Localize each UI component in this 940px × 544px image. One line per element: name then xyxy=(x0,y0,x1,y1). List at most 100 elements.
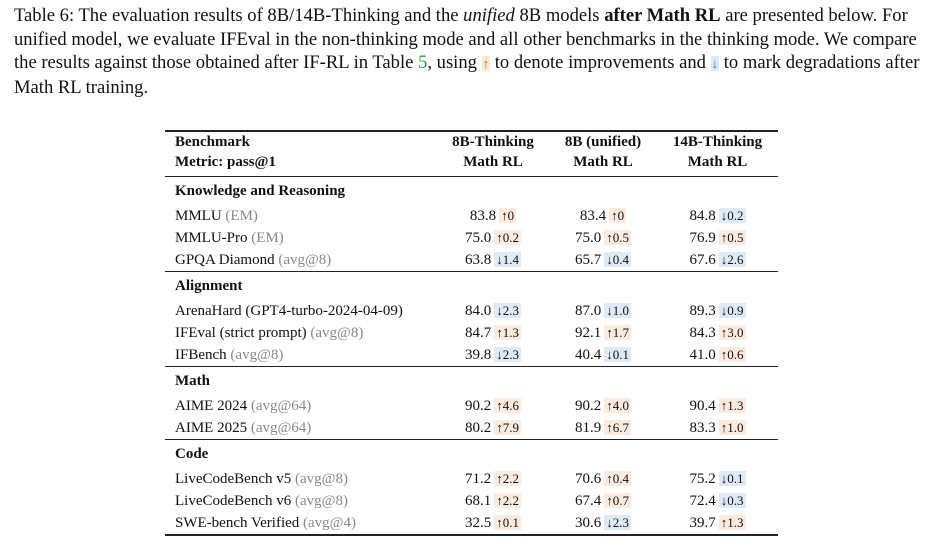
delta: ↑1.3 xyxy=(494,325,521,340)
value-cell: 75.0 ↑0.2 xyxy=(437,227,549,249)
benchmark-name: LiveCodeBench v5 xyxy=(175,470,292,487)
score: 67.6 xyxy=(689,252,716,268)
value-cell: 84.3 ↑3.0 xyxy=(657,322,778,344)
value-cell: 80.2 ↑7.9 xyxy=(437,417,549,440)
score: 89.3 xyxy=(689,303,716,319)
header-cell: Math RL xyxy=(687,154,748,170)
benchmark-name: SWE-bench Verified xyxy=(175,514,300,531)
score: 84.8 xyxy=(689,208,716,224)
delta: ↑1.3 xyxy=(718,515,746,530)
value-cell: 40.4 ↓0.1 xyxy=(549,344,657,367)
metric: (avg@8) xyxy=(278,251,332,268)
delta: ↓0.4 xyxy=(604,252,631,267)
score: 90.2 xyxy=(465,398,492,414)
caption-text: , using xyxy=(427,52,482,73)
header-cell: 8B-Thinking xyxy=(437,130,549,152)
value-cell: 76.9 ↑0.5 xyxy=(657,227,778,249)
score: 40.4 xyxy=(575,347,602,363)
score: 75.0 xyxy=(465,230,492,246)
value-cell: 63.8 ↓1.4 xyxy=(437,249,549,272)
benchmark-name: AIME 2025 xyxy=(175,419,248,436)
data-row: MMLU (EM) 83.8 ↑0 83.4 ↑0 84.8 ↓0.2 xyxy=(165,205,778,227)
data-row: LiveCodeBench v5 (avg@8) 71.2 ↑2.2 70.6 ↑0.4… xyxy=(165,468,778,490)
benchmark-name: IFEval (strict prompt) xyxy=(175,324,307,341)
benchmark-cell: SWE-bench Verified (avg@4) xyxy=(165,512,437,536)
value-cell: 75.0 ↑0.5 xyxy=(549,227,657,249)
score: 75.0 xyxy=(575,230,602,246)
value-cell: 90.4 ↑1.3 xyxy=(657,395,778,417)
score: 75.2 xyxy=(689,471,716,487)
score: 67.4 xyxy=(575,493,602,509)
score: 39.7 xyxy=(689,515,716,531)
header-cell: Math RL xyxy=(573,154,633,170)
value-cell: 30.6 ↓2.3 xyxy=(549,512,657,536)
value-cell: 84.7 ↑1.3 xyxy=(437,322,549,344)
delta: ↑0.7 xyxy=(604,493,631,508)
metric: (EM) xyxy=(225,207,258,224)
score: 32.5 xyxy=(465,515,492,531)
score: 84.0 xyxy=(465,303,492,319)
data-row: GPQA Diamond (avg@8) 63.8 ↓1.4 65.7 ↓0.4 67.6… xyxy=(165,249,778,272)
benchmark-name: ArenaHard (GPT4-turbo-2024-04-09) xyxy=(175,302,403,319)
value-cell: 39.8 ↓2.3 xyxy=(437,344,549,367)
results-table: Benchmark 8B-Thinking 8B (unified) 14B-Thin… xyxy=(165,130,778,536)
value-cell: 81.9 ↑6.7 xyxy=(549,417,657,440)
benchmark-cell: AIME 2025 (avg@64) xyxy=(165,417,437,440)
delta: ↓1.4 xyxy=(494,252,521,267)
delta: ↑2.2 xyxy=(494,493,521,508)
score: 87.0 xyxy=(575,303,602,319)
value-cell: 68.1 ↑2.2 xyxy=(437,490,549,512)
value-cell: 41.0 ↑0.6 xyxy=(657,344,778,367)
value-cell: 67.4 ↑0.7 xyxy=(549,490,657,512)
delta: ↓2.6 xyxy=(718,252,746,267)
score: 81.9 xyxy=(575,420,602,436)
delta: ↑1.7 xyxy=(604,325,631,340)
caption-text: 8B models xyxy=(514,5,605,26)
value-cell: 67.6 ↓2.6 xyxy=(657,249,778,272)
score: 80.2 xyxy=(465,420,492,436)
delta: ↑6.7 xyxy=(604,420,631,435)
value-cell: 83.3 ↑1.0 xyxy=(657,417,778,440)
score: 92.1 xyxy=(575,325,602,341)
data-row: IFBench (avg@8) 39.8 ↓2.3 40.4 ↓0.1 41.0 ↑0.6 xyxy=(165,344,778,367)
data-row: LiveCodeBench v6 (avg@8) 68.1 ↑2.2 67.4 ↑0.7… xyxy=(165,490,778,512)
value-cell: 75.2 ↓0.1 xyxy=(657,468,778,490)
score: 65.7 xyxy=(575,252,602,268)
benchmark-cell: IFBench (avg@8) xyxy=(165,344,437,367)
header-row: Metric: pass@1 Math RL Math RL Math RL xyxy=(165,152,778,177)
section-row: Knowledge and Reasoning xyxy=(165,176,778,205)
delta: ↓1.0 xyxy=(604,303,631,318)
table-ref[interactable]: 5 xyxy=(418,52,428,73)
delta: ↑0.2 xyxy=(494,230,521,245)
delta: ↑1.0 xyxy=(718,420,746,435)
benchmark-name: LiveCodeBench v6 xyxy=(175,492,292,509)
header-row: Benchmark 8B-Thinking 8B (unified) 14B-Thin… xyxy=(165,130,778,152)
delta: ↑4.6 xyxy=(494,398,521,413)
benchmark-cell: ArenaHard (GPT4-turbo-2024-04-09) xyxy=(165,300,437,322)
up-arrow: ↑ xyxy=(481,56,491,71)
score: 71.2 xyxy=(465,471,492,487)
benchmark-cell: LiveCodeBench v5 (avg@8) xyxy=(165,468,437,490)
delta: ↑1.3 xyxy=(718,398,746,413)
down-arrow: ↓ xyxy=(710,56,720,71)
caption-text: to denote improvements and xyxy=(490,52,711,73)
value-cell: 87.0 ↓1.0 xyxy=(549,300,657,322)
value-cell: 92.1 ↑1.7 xyxy=(549,322,657,344)
delta: ↑0 xyxy=(499,208,517,223)
delta: ↓0.3 xyxy=(718,493,746,508)
score: 68.1 xyxy=(465,493,492,509)
delta: ↓0.1 xyxy=(604,347,631,362)
section-row: Alignment xyxy=(165,271,778,300)
metric: (avg@64) xyxy=(250,419,312,436)
value-cell: 89.3 ↓0.9 xyxy=(657,300,778,322)
metric: (avg@8) xyxy=(230,346,284,363)
caption: Table 6: The evaluation results of 8B/14… xyxy=(14,4,929,99)
metric: (avg@4) xyxy=(303,514,356,531)
score: 72.4 xyxy=(689,493,716,509)
section-row: Code xyxy=(165,439,778,468)
data-row: IFEval (strict prompt) (avg@8) 84.7 ↑1.3 92… xyxy=(165,322,778,344)
benchmark-name: AIME 2024 xyxy=(175,397,248,414)
metric: (avg@8) xyxy=(310,324,364,341)
delta: ↓2.3 xyxy=(494,303,521,318)
delta: ↓0.2 xyxy=(718,208,746,223)
